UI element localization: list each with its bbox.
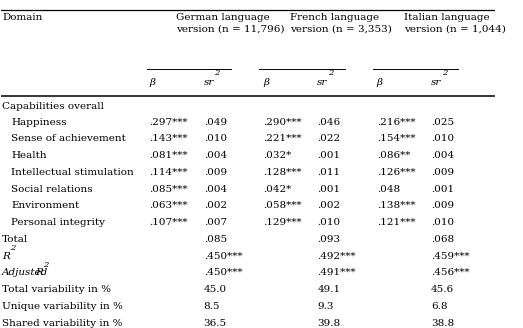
Text: Intellectual stimulation: Intellectual stimulation <box>11 168 134 177</box>
Text: 45.0: 45.0 <box>203 285 226 294</box>
Text: Unique variability in %: Unique variability in % <box>2 302 123 311</box>
Text: .010: .010 <box>431 134 454 143</box>
Text: .126***: .126*** <box>377 168 415 177</box>
Text: .459***: .459*** <box>431 252 470 261</box>
Text: 9.3: 9.3 <box>317 302 334 311</box>
Text: Italian language
version (n = 1,044): Italian language version (n = 1,044) <box>404 13 506 34</box>
Text: .032*: .032* <box>263 151 291 160</box>
Text: Adjusted: Adjusted <box>2 268 52 277</box>
Text: .085***: .085*** <box>149 185 188 194</box>
Text: .004: .004 <box>203 151 226 160</box>
Text: .085: .085 <box>203 235 226 244</box>
Text: .002: .002 <box>317 201 340 211</box>
Text: .058***: .058*** <box>263 201 301 211</box>
Text: French language
version (n = 3,353): French language version (n = 3,353) <box>290 13 392 34</box>
Text: sr: sr <box>203 78 214 87</box>
Text: .138***: .138*** <box>377 201 415 211</box>
Text: .009: .009 <box>431 168 454 177</box>
Text: .081***: .081*** <box>149 151 188 160</box>
Text: Total variability in %: Total variability in % <box>2 285 111 294</box>
Text: 45.6: 45.6 <box>431 285 454 294</box>
Text: β: β <box>149 78 155 87</box>
Text: R: R <box>2 252 10 261</box>
Text: 2: 2 <box>328 69 334 77</box>
Text: .107***: .107*** <box>149 218 188 227</box>
Text: .010: .010 <box>317 218 340 227</box>
Text: .009: .009 <box>203 168 226 177</box>
Text: .010: .010 <box>203 134 226 143</box>
Text: Capabilities overall: Capabilities overall <box>2 102 104 111</box>
Text: 38.8: 38.8 <box>431 319 454 328</box>
Text: .121***: .121*** <box>377 218 415 227</box>
Text: .491***: .491*** <box>317 268 356 277</box>
Text: 2: 2 <box>43 260 49 269</box>
Text: sr: sr <box>317 78 328 87</box>
Text: 2: 2 <box>442 69 447 77</box>
Text: Shared variability in %: Shared variability in % <box>2 319 123 328</box>
Text: β: β <box>377 78 383 87</box>
Text: .093: .093 <box>317 235 340 244</box>
Text: .002: .002 <box>203 201 226 211</box>
Text: .049: .049 <box>203 118 226 127</box>
Text: .492***: .492*** <box>317 252 356 261</box>
Text: .042*: .042* <box>263 185 291 194</box>
Text: Happiness: Happiness <box>11 118 66 127</box>
Text: .011: .011 <box>317 168 340 177</box>
Text: .154***: .154*** <box>377 134 415 143</box>
Text: Environment: Environment <box>11 201 79 211</box>
Text: .450***: .450*** <box>203 268 242 277</box>
Text: .001: .001 <box>317 151 340 160</box>
Text: 8.5: 8.5 <box>203 302 220 311</box>
Text: R: R <box>36 268 43 277</box>
Text: Domain: Domain <box>2 13 42 22</box>
Text: .221***: .221*** <box>263 134 301 143</box>
Text: .297***: .297*** <box>149 118 188 127</box>
Text: .001: .001 <box>317 185 340 194</box>
Text: β: β <box>263 78 269 87</box>
Text: .086**: .086** <box>377 151 410 160</box>
Text: 36.5: 36.5 <box>203 319 226 328</box>
Text: .068: .068 <box>431 235 454 244</box>
Text: .450***: .450*** <box>203 252 242 261</box>
Text: .063***: .063*** <box>149 201 188 211</box>
Text: 6.8: 6.8 <box>431 302 448 311</box>
Text: Personal integrity: Personal integrity <box>11 218 105 227</box>
Text: .046: .046 <box>317 118 340 127</box>
Text: 2: 2 <box>214 69 220 77</box>
Text: .009: .009 <box>431 201 454 211</box>
Text: .128***: .128*** <box>263 168 301 177</box>
Text: .010: .010 <box>431 218 454 227</box>
Text: .456***: .456*** <box>431 268 470 277</box>
Text: 49.1: 49.1 <box>317 285 340 294</box>
Text: sr: sr <box>431 78 441 87</box>
Text: Health: Health <box>11 151 47 160</box>
Text: .290***: .290*** <box>263 118 301 127</box>
Text: Social relations: Social relations <box>11 185 93 194</box>
Text: Total: Total <box>2 235 28 244</box>
Text: 2: 2 <box>10 244 16 252</box>
Text: .007: .007 <box>203 218 226 227</box>
Text: .143***: .143*** <box>149 134 188 143</box>
Text: .048: .048 <box>377 185 400 194</box>
Text: .025: .025 <box>431 118 454 127</box>
Text: .001: .001 <box>431 185 454 194</box>
Text: .129***: .129*** <box>263 218 301 227</box>
Text: 39.8: 39.8 <box>317 319 340 328</box>
Text: .022: .022 <box>317 134 340 143</box>
Text: .114***: .114*** <box>149 168 188 177</box>
Text: German language
version (n = 11,796): German language version (n = 11,796) <box>176 13 285 34</box>
Text: .004: .004 <box>203 185 226 194</box>
Text: Sense of achievement: Sense of achievement <box>11 134 126 143</box>
Text: .004: .004 <box>431 151 454 160</box>
Text: .216***: .216*** <box>377 118 415 127</box>
